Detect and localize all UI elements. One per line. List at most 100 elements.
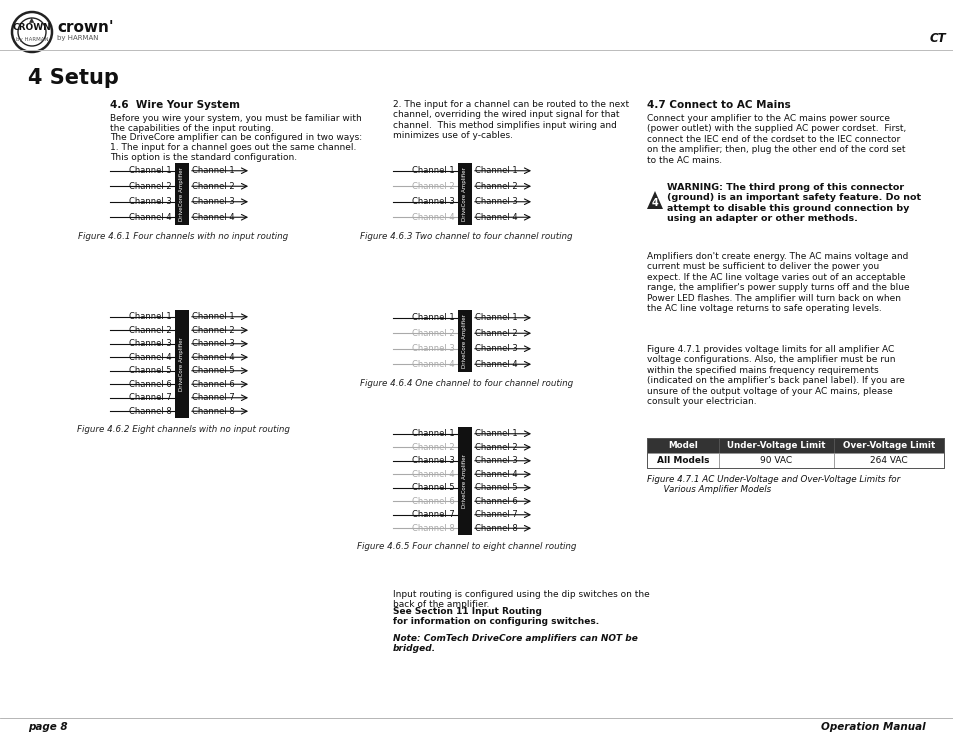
Text: 4.6  Wire Your System: 4.6 Wire Your System: [110, 100, 240, 110]
Text: Channel 2: Channel 2: [475, 328, 517, 338]
Text: Model: Model: [667, 441, 698, 450]
Text: Figure 4.6.1 Four channels with no input routing: Figure 4.6.1 Four channels with no input…: [78, 232, 288, 241]
Text: Channel 3: Channel 3: [412, 344, 455, 354]
Text: Channel 3: Channel 3: [192, 339, 234, 348]
Text: Channel 1: Channel 1: [192, 166, 234, 175]
Text: Channel 5: Channel 5: [412, 483, 455, 492]
Text: Channel 3: Channel 3: [192, 197, 234, 206]
Text: Operation Manual: Operation Manual: [821, 722, 925, 732]
Text: Channel 1: Channel 1: [475, 430, 517, 438]
Text: Figure 4.7.1 AC Under-Voltage and Over-Voltage Limits for
      Various Amplifie: Figure 4.7.1 AC Under-Voltage and Over-V…: [646, 475, 900, 494]
Text: Channel 4: Channel 4: [192, 213, 234, 221]
Text: Channel 7: Channel 7: [412, 510, 455, 520]
Bar: [646, 438, 719, 453]
Text: Channel 1: Channel 1: [192, 312, 234, 321]
Text: DriveCore Amplifier: DriveCore Amplifier: [462, 454, 467, 508]
Text: Channel 4: Channel 4: [130, 353, 172, 362]
Text: Channel 8: Channel 8: [129, 407, 172, 415]
Text: DriveCore Amplifier: DriveCore Amplifier: [462, 167, 467, 221]
Text: Channel 4: Channel 4: [192, 353, 234, 362]
Text: ▲: ▲: [30, 17, 34, 23]
Text: 90 VAC: 90 VAC: [760, 456, 792, 465]
Text: Channel 3: Channel 3: [412, 197, 455, 206]
Text: Channel 1: Channel 1: [412, 166, 455, 175]
Text: Before you wire your system, you must be familiar with
the capabilities of the i: Before you wire your system, you must be…: [110, 114, 361, 134]
Bar: [174, 310, 189, 418]
Text: Figure 4.6.2 Eight channels with no input routing: Figure 4.6.2 Eight channels with no inpu…: [77, 425, 290, 434]
Bar: [719, 453, 833, 468]
Text: 4: 4: [651, 198, 658, 208]
Text: Channel 8: Channel 8: [192, 407, 234, 415]
Text: Channel 6: Channel 6: [129, 380, 172, 389]
Text: The DriveCore amplifier can be configured in two ways:: The DriveCore amplifier can be configure…: [110, 133, 362, 142]
Text: 2. The input for a channel can be routed to the next
channel, overriding the wir: 2. The input for a channel can be routed…: [393, 100, 628, 140]
Bar: [174, 163, 189, 225]
Text: Figure 4.6.3 Two channel to four channel routing: Figure 4.6.3 Two channel to four channel…: [360, 232, 572, 241]
Text: by HARMAN: by HARMAN: [57, 35, 98, 41]
Text: by HARMAN: by HARMAN: [15, 36, 49, 41]
Bar: [457, 310, 472, 372]
Text: Channel 5: Channel 5: [192, 366, 234, 375]
Text: Channel 6: Channel 6: [192, 380, 234, 389]
Text: 1. The input for a channel goes out the same channel.
This option is the standar: 1. The input for a channel goes out the …: [110, 143, 356, 162]
Text: crown': crown': [57, 19, 113, 35]
Text: Figure 4.7.1 provides voltage limits for all amplifier AC
voltage configurations: Figure 4.7.1 provides voltage limits for…: [646, 345, 904, 406]
Text: Channel 8: Channel 8: [412, 524, 455, 533]
Text: DriveCore Amplifier: DriveCore Amplifier: [462, 314, 467, 368]
Text: Channel 4: Channel 4: [475, 213, 517, 221]
Text: Figure 4.6.4 One channel to four channel routing: Figure 4.6.4 One channel to four channel…: [359, 379, 573, 388]
Text: 4 Setup: 4 Setup: [28, 68, 119, 88]
Text: Channel 2: Channel 2: [192, 182, 234, 190]
Text: Channel 5: Channel 5: [475, 483, 517, 492]
Bar: [646, 438, 943, 468]
Text: Channel 4: Channel 4: [412, 213, 455, 221]
Text: Amplifiers don't create energy. The AC mains voltage and
current must be suffici: Amplifiers don't create energy. The AC m…: [646, 252, 908, 313]
Text: Over-Voltage Limit: Over-Voltage Limit: [842, 441, 934, 450]
Bar: [457, 163, 472, 225]
Text: Power Amplifiers: Power Amplifiers: [945, 32, 953, 44]
Text: Channel 3: Channel 3: [475, 197, 517, 206]
Text: Channel 2: Channel 2: [475, 443, 517, 452]
Text: page 8: page 8: [28, 722, 68, 732]
Bar: [833, 438, 943, 453]
Text: Channel 2: Channel 2: [412, 328, 455, 338]
Text: Channel 4: Channel 4: [475, 359, 517, 369]
Text: Channel 1: Channel 1: [475, 313, 517, 323]
Text: Channel 1: Channel 1: [412, 313, 455, 323]
Text: See Section 11 Input Routing
for information on configuring switches.: See Section 11 Input Routing for informa…: [393, 607, 598, 627]
Text: CT: CT: [928, 32, 945, 44]
Polygon shape: [646, 191, 662, 209]
Bar: [833, 453, 943, 468]
Text: CROWN: CROWN: [12, 24, 51, 32]
Text: Channel 5: Channel 5: [130, 366, 172, 375]
Text: Channel 4: Channel 4: [412, 470, 455, 479]
Text: All Models: All Models: [656, 456, 708, 465]
Text: Channel 2: Channel 2: [192, 325, 234, 335]
Circle shape: [18, 18, 46, 46]
Text: Channel 6: Channel 6: [475, 497, 517, 506]
Text: Channel 1: Channel 1: [130, 312, 172, 321]
Text: Channel 2: Channel 2: [412, 443, 455, 452]
Text: Channel 3: Channel 3: [129, 339, 172, 348]
Text: Channel 6: Channel 6: [412, 497, 455, 506]
Text: Channel 4: Channel 4: [412, 359, 455, 369]
Text: Channel 2: Channel 2: [412, 182, 455, 190]
Text: Input routing is configured using the dip switches on the
back of the amplifier.: Input routing is configured using the di…: [393, 590, 649, 610]
Bar: [646, 453, 719, 468]
Text: Figure 4.6.5 Four channel to eight channel routing: Figure 4.6.5 Four channel to eight chann…: [356, 542, 576, 551]
Text: Channel 3: Channel 3: [412, 456, 455, 465]
Bar: [457, 427, 472, 535]
Circle shape: [12, 12, 52, 52]
Text: Channel 7: Channel 7: [129, 393, 172, 402]
Text: Channel 2: Channel 2: [475, 182, 517, 190]
Text: 264 VAC: 264 VAC: [869, 456, 907, 465]
Text: Channel 2: Channel 2: [130, 325, 172, 335]
Text: DriveCore Amplifier: DriveCore Amplifier: [179, 337, 184, 391]
Text: WARNING: The third prong of this connector
(ground) is an important safety featu: WARNING: The third prong of this connect…: [666, 183, 921, 223]
Text: Channel 2: Channel 2: [130, 182, 172, 190]
Text: Channel 7: Channel 7: [475, 510, 517, 520]
Bar: [719, 438, 833, 453]
Text: Channel 3: Channel 3: [129, 197, 172, 206]
Text: 4.7 Connect to AC Mains: 4.7 Connect to AC Mains: [646, 100, 790, 110]
Text: Channel 3: Channel 3: [475, 344, 517, 354]
